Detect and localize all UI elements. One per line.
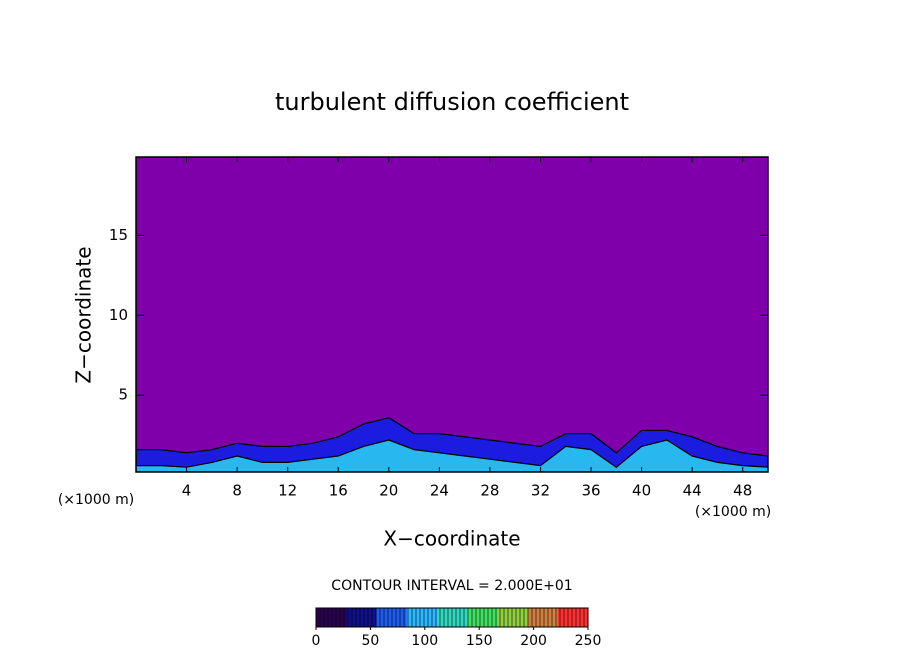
colorbar-tick-label: 100 [411, 633, 438, 649]
x-tick-label: 32 [531, 482, 550, 500]
plot-background [136, 157, 768, 472]
colorbar-tick-label: 200 [520, 633, 547, 649]
contour-area [136, 416, 768, 472]
x-tick-label: 8 [232, 482, 242, 500]
colorbar-tick-label: 0 [312, 633, 321, 649]
x-tick-label: 12 [278, 482, 297, 500]
y-tick-label: 5 [118, 386, 128, 404]
y-tick-label: 15 [109, 226, 128, 244]
x-tick-label: 28 [480, 482, 499, 500]
colorbar-tick-label: 250 [575, 633, 602, 649]
colorbar-swatch [467, 608, 498, 627]
colorbar-tick-label: 150 [466, 633, 493, 649]
x-tick-label: 44 [683, 482, 702, 500]
contour-area [136, 439, 768, 472]
colorbar-swatch [316, 608, 347, 627]
y-unit-label: (×1000 m) [58, 492, 134, 508]
colorbar-swatch [406, 608, 438, 627]
plot-frame [135, 156, 769, 473]
colorbar-tick-label: 50 [361, 633, 379, 649]
y-tick-label: 10 [109, 306, 128, 324]
x-tick-label: 36 [581, 482, 600, 500]
x-unit-label: (×1000 m) [695, 504, 771, 520]
x-tick-label: 20 [379, 482, 398, 500]
colorbar-swatch [527, 608, 559, 627]
y-axis-label: Z−coordinate [72, 246, 96, 383]
x-tick-label: 40 [632, 482, 651, 500]
chart-title: turbulent diffusion coefficient [275, 88, 629, 116]
colorbar-frame [315, 607, 589, 628]
x-tick-label: 4 [182, 482, 192, 500]
x-axis-label: X−coordinate [383, 527, 520, 551]
x-tick-label: 24 [430, 482, 449, 500]
contour-interval: CONTOUR INTERVAL = 2.000E+01 [331, 578, 572, 594]
colorbar-swatch [497, 608, 529, 627]
field [136, 416, 768, 472]
colorbar-swatch [557, 608, 589, 627]
x-tick-label: 16 [329, 482, 348, 500]
x-tick-label: 48 [733, 482, 752, 500]
colorbar-swatch [346, 608, 377, 627]
